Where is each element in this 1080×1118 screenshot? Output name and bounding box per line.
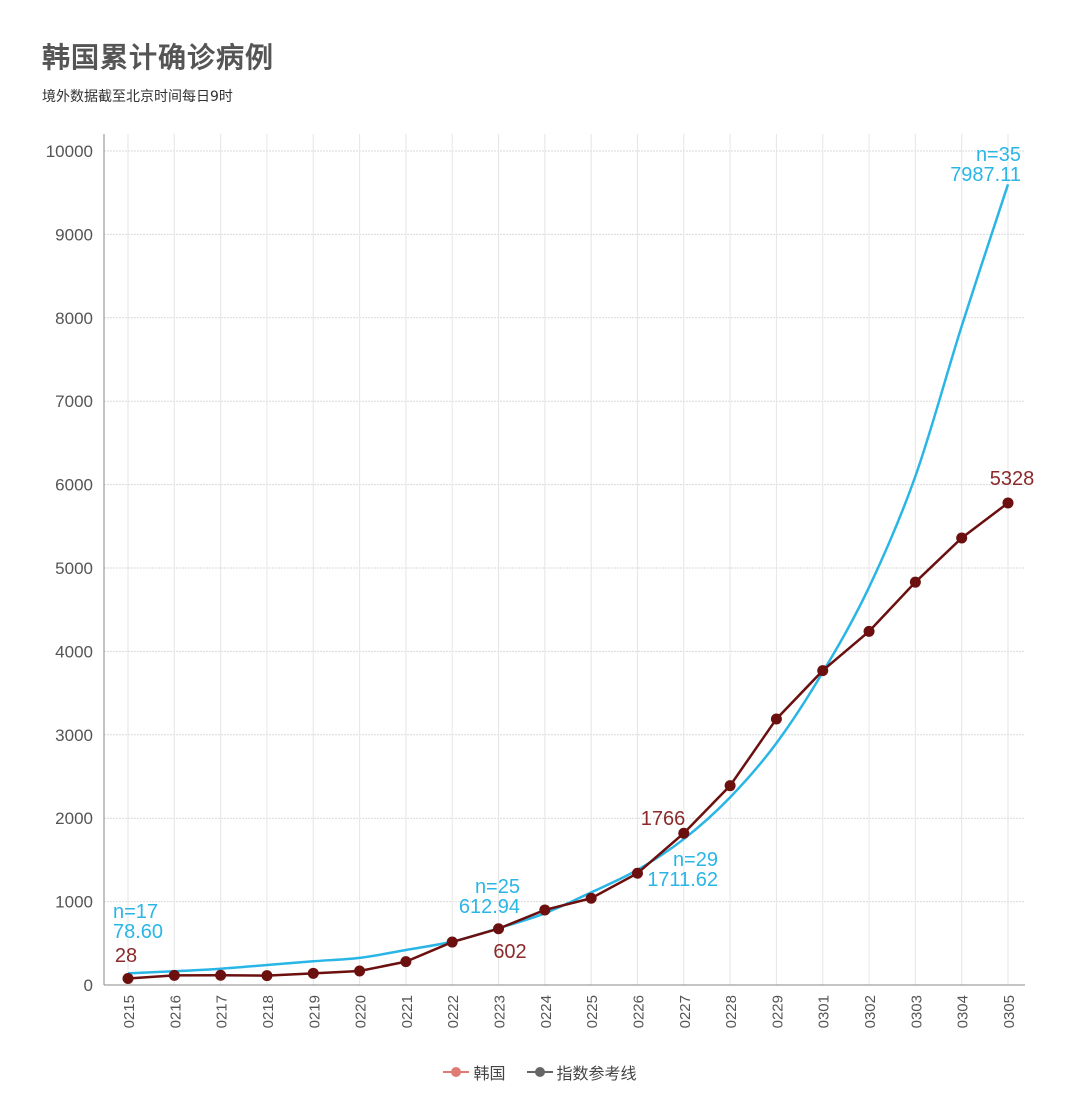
korea-data-point: [724, 780, 736, 792]
x-tick-label: 0227: [677, 995, 694, 1028]
korea-data-point: [956, 532, 968, 544]
y-tick-label: 0: [84, 976, 93, 995]
korea-data-point: [1002, 497, 1014, 509]
index-data-label: n=25: [475, 876, 520, 898]
korea-data-label: 5328: [990, 468, 1035, 490]
korea-data-point: [400, 956, 412, 968]
x-tick-label: 0216: [167, 995, 184, 1028]
series-index-line: [127, 183, 1010, 975]
x-tick-label: 0229: [769, 995, 786, 1028]
korea-data-label: 28: [115, 945, 137, 967]
korea-data-point: [446, 936, 458, 948]
x-tick-label: 0224: [538, 995, 555, 1028]
y-tick-label: 6000: [55, 476, 93, 495]
korea-data-point: [678, 827, 690, 839]
korea-data-label: 1766: [641, 808, 686, 830]
x-tick-label: 0228: [723, 995, 740, 1028]
korea-data-point: [631, 867, 643, 879]
y-tick-label: 5000: [55, 559, 93, 578]
korea-data-point: [863, 625, 875, 637]
x-tick-label: 0304: [955, 995, 972, 1028]
index-data-label: n=29: [673, 849, 718, 871]
y-tick-label: 8000: [55, 309, 93, 328]
x-tick-label: 0219: [306, 995, 323, 1028]
x-tick-label: 0215: [121, 995, 138, 1028]
index-data-label: 7987.11: [950, 164, 1021, 186]
legend-korea-label: 韩国: [473, 1064, 506, 1083]
korea-data-point: [909, 576, 921, 588]
chart-title: 韩国累计确诊病例: [42, 41, 275, 74]
korea-data-point: [215, 969, 227, 981]
korea-data-point: [307, 967, 319, 979]
x-tick-label: 0303: [908, 995, 925, 1028]
index-data-label: 1711.62: [647, 869, 718, 891]
korea-data-point: [493, 923, 505, 935]
legend-index-marker-icon: [526, 1066, 553, 1078]
korea-data-point: [168, 969, 180, 981]
korea-data-point: [539, 904, 551, 916]
y-tick-label: 3000: [55, 726, 93, 745]
y-tick-label: 4000: [55, 642, 93, 661]
korea-data-point: [122, 972, 134, 984]
index-data-label: n=35: [976, 144, 1021, 166]
x-tick-label: 0221: [399, 995, 416, 1028]
x-tick-label: 0301: [816, 995, 833, 1028]
korea-data-point: [261, 970, 273, 982]
x-tick-label: 0226: [630, 995, 647, 1028]
x-tick-label: 0225: [584, 995, 601, 1028]
x-tick-label: 0222: [445, 995, 462, 1028]
legend-korea-marker-icon: [443, 1066, 470, 1078]
x-tick-label: 0220: [353, 995, 370, 1028]
legend-item-index[interactable]: 指数参考线: [526, 1060, 637, 1084]
x-tick-label: 0302: [862, 995, 879, 1028]
legend: 韩国 指数参考线: [0, 1060, 1080, 1084]
y-tick-label: 1000: [55, 893, 93, 912]
legend-index-label: 指数参考线: [556, 1064, 637, 1083]
index-data-label: 612.94: [459, 896, 520, 918]
x-tick-label: 0217: [214, 995, 231, 1028]
y-tick-label: 10000: [46, 142, 93, 161]
index-data-label: n=17: [113, 901, 158, 923]
korea-data-point: [585, 892, 597, 904]
y-tick-label: 7000: [55, 392, 93, 411]
x-tick-label: 0223: [492, 995, 509, 1028]
korea-data-point: [817, 665, 829, 677]
korea-data-label: 602: [493, 941, 526, 963]
legend-item-korea[interactable]: 韩国: [443, 1060, 505, 1084]
y-tick-label: 9000: [55, 225, 93, 244]
index-data-label: 78.60: [113, 921, 163, 943]
x-tick-label: 0305: [1001, 995, 1018, 1028]
series-korea-line: [127, 501, 1009, 980]
y-tick-label: 2000: [55, 809, 93, 828]
korea-data-point: [354, 965, 366, 977]
chart-subtitle: 境外数据截至北京时间每日9时: [42, 89, 233, 105]
x-tick-label: 0218: [260, 995, 277, 1028]
korea-data-point: [770, 713, 782, 725]
